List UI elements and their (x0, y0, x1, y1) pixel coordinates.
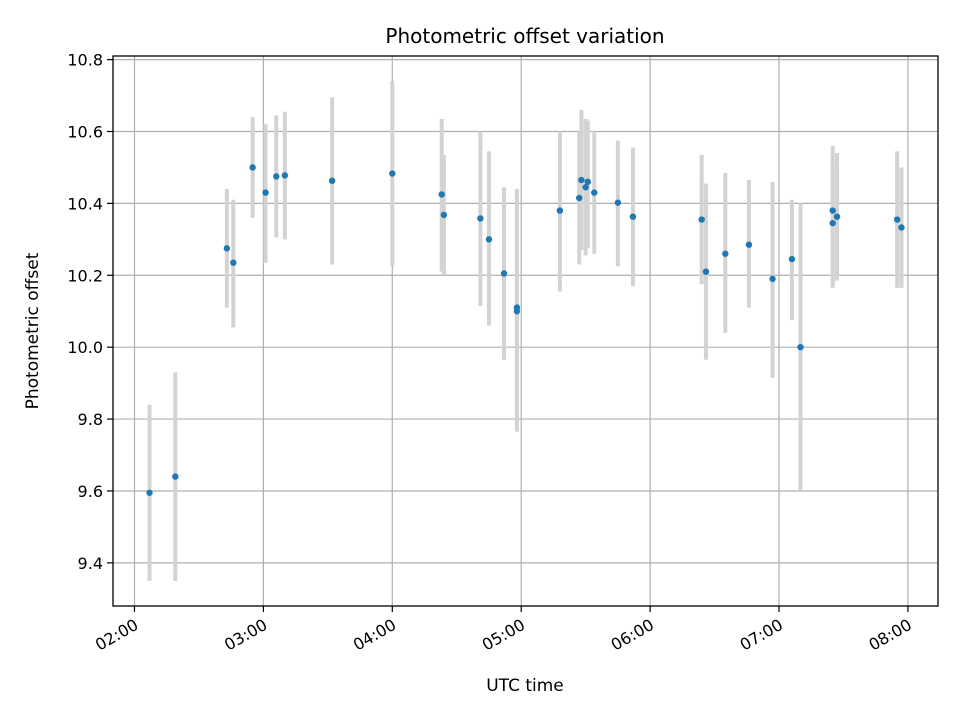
y-tick-label: 10.6 (67, 122, 103, 141)
data-point (262, 189, 269, 196)
y-tick-label: 9.8 (78, 410, 103, 429)
y-axis-label: Photometric offset (23, 252, 43, 409)
y-tick-label: 10.8 (67, 51, 103, 70)
y-tick-label: 9.6 (78, 482, 103, 501)
data-point (722, 250, 729, 257)
data-point (591, 189, 598, 196)
data-point (281, 172, 289, 179)
data-point (893, 216, 901, 223)
data-point (578, 176, 585, 184)
data-point (556, 207, 564, 214)
chart-title: Photometric offset variation (385, 24, 664, 48)
data-point (477, 215, 484, 222)
data-point (769, 275, 776, 283)
data-point (146, 489, 153, 496)
data-point (230, 259, 237, 266)
data-point (833, 213, 841, 220)
y-tick-label: 10.2 (67, 266, 103, 285)
data-point (500, 270, 508, 277)
data-point (829, 219, 836, 227)
data-point (614, 199, 622, 206)
data-point (702, 268, 710, 275)
data-point (797, 343, 804, 351)
data-point (576, 194, 583, 202)
data-point (328, 177, 336, 184)
data-point (513, 304, 521, 311)
data-point (584, 178, 592, 186)
y-tick-label: 9.4 (78, 554, 103, 573)
data-point (788, 255, 796, 263)
data-point (223, 245, 231, 252)
data-point (273, 173, 280, 180)
data-point (485, 236, 493, 243)
x-axis-label: UTC time (486, 676, 564, 696)
data-point (440, 211, 448, 219)
plot-frame (112, 55, 939, 607)
data-point (172, 473, 179, 480)
data-point (745, 241, 753, 248)
data-point (438, 191, 445, 198)
y-tick-label: 10.0 (67, 338, 103, 357)
data-point (249, 164, 256, 171)
data-point (582, 184, 589, 191)
data-point (698, 216, 705, 223)
data-point (829, 207, 836, 214)
data-point (898, 224, 905, 231)
data-point (629, 213, 637, 220)
data-points (146, 164, 905, 496)
y-axis-ticks: 9.4 9.6 9.8 10.0 10.2 10.4 10.6 10.8 (67, 51, 113, 573)
y-tick-label: 10.4 (67, 194, 103, 213)
plot-area (113, 56, 938, 606)
data-point (389, 170, 396, 177)
